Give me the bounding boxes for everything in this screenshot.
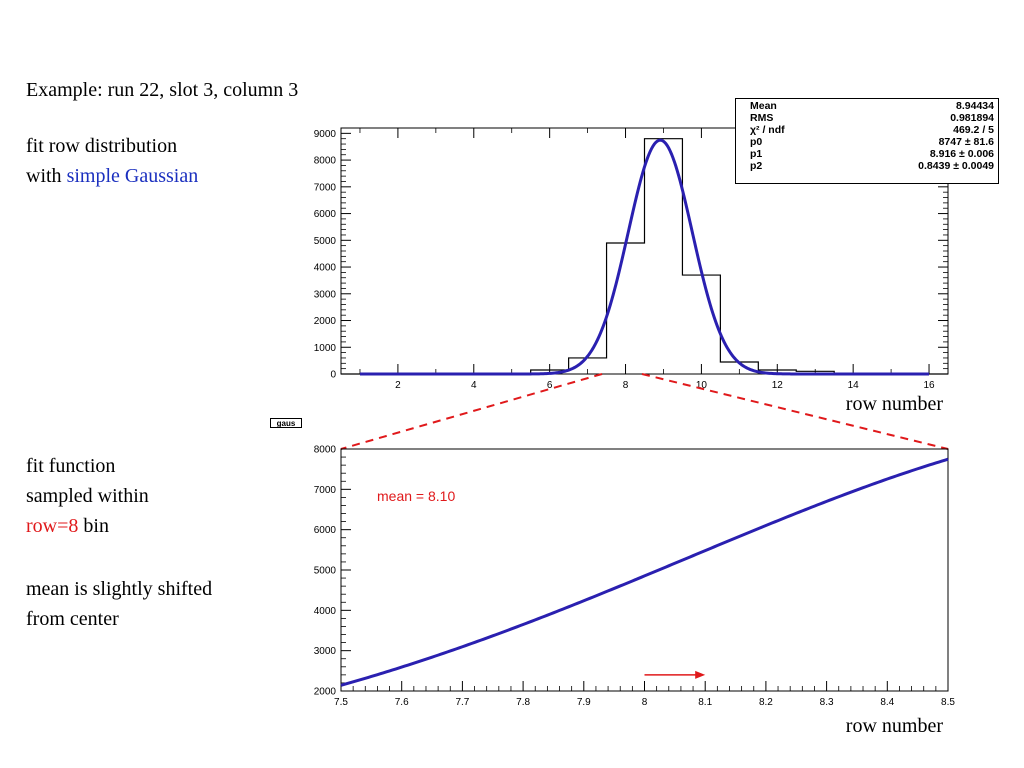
x-tick-label: 8.4 xyxy=(880,697,894,708)
x-tick-label: 8.1 xyxy=(698,697,712,708)
y-tick-label: 8000 xyxy=(314,156,337,167)
slide-heading: Example: run 22, slot 3, column 3 xyxy=(26,79,299,101)
stats-label: RMS xyxy=(750,112,774,124)
stats-value: 469.2 / 5 xyxy=(953,124,994,136)
fit-line-2: with simple Gaussian xyxy=(26,161,198,191)
histogram-x-axis: 2 4 6 8 10 12 14 16 xyxy=(359,128,935,391)
mean-line-1: mean is slightly shifted xyxy=(26,578,213,600)
sample-line-3: row=8 bin xyxy=(26,511,149,541)
x-tick-label: 7.6 xyxy=(395,697,409,708)
zoom-fit-curve xyxy=(340,457,949,687)
stats-label: p0 xyxy=(750,136,763,148)
y-tick-label: 9000 xyxy=(314,129,337,140)
stats-row: p1 8.916 ± 0.006 xyxy=(750,148,994,160)
x-tick-label: 8.5 xyxy=(941,697,955,708)
zoom-x-axis: 7.5 7.6 7.7 7.8 7.9 8 8.1 8.2 8.3 8.4 8.5 xyxy=(334,681,955,708)
stats-row: p0 8747 ± 81.6 xyxy=(750,136,994,148)
stats-label: p2 xyxy=(750,160,763,172)
gaussian-fit-curve xyxy=(359,138,930,376)
x-tick-label: 8.3 xyxy=(820,697,834,708)
y-tick-label: 3000 xyxy=(314,646,337,657)
y-tick-label: 4000 xyxy=(314,263,337,274)
row-8-label: row=8 xyxy=(26,515,79,537)
sample-line-1: fit function xyxy=(26,455,116,477)
x-tick-label: 16 xyxy=(923,380,935,391)
zoom-y-axis: 2000 3000 4000 5000 6000 7000 8000 xyxy=(314,445,351,698)
x-tick-label: 8.2 xyxy=(759,697,773,708)
shift-arrow-head xyxy=(695,670,706,679)
histogram-y-axis: 0 1000 2000 3000 4000 5000 6000 7000 8000 9000 xyxy=(314,129,948,381)
x-tick-label: 7.5 xyxy=(334,697,348,708)
y-tick-label: 3000 xyxy=(314,289,337,300)
x-tick-label: 2 xyxy=(395,380,401,391)
mean-description: mean is slightly shifted from center xyxy=(26,574,212,634)
x-tick-label: 8 xyxy=(623,380,629,391)
stats-value: 8.916 ± 0.006 xyxy=(929,148,994,160)
y-tick-label: 5000 xyxy=(314,236,337,247)
sample-line-2: sampled within xyxy=(26,485,149,507)
stats-label: χ² / ndf xyxy=(750,124,785,136)
x-tick-label: 7.8 xyxy=(516,697,530,708)
stats-label: Mean xyxy=(750,100,777,112)
y-tick-label: 7000 xyxy=(314,182,337,193)
stats-row: Mean 8.94434 xyxy=(750,100,994,112)
y-tick-label: 4000 xyxy=(314,606,337,617)
x-tick-label: 7.9 xyxy=(577,697,591,708)
stats-row: p2 0.8439 ± 0.0049 xyxy=(750,160,994,172)
stats-value: 0.8439 ± 0.0049 xyxy=(918,160,994,172)
stats-row: χ² / ndf 469.2 / 5 xyxy=(750,124,994,136)
fit-line-2-prefix: with xyxy=(26,165,67,187)
x-tick-label: 7.7 xyxy=(455,697,469,708)
y-tick-label: 6000 xyxy=(314,525,337,536)
fit-description: fit row distribution with simple Gaussia… xyxy=(26,131,198,191)
y-tick-label: 5000 xyxy=(314,566,337,577)
mean-line-2: from center xyxy=(26,608,119,630)
x-tick-label: 10 xyxy=(696,380,708,391)
stats-value: 8.94434 xyxy=(956,100,994,112)
x-tick-label: 4 xyxy=(471,380,477,391)
stats-label: p1 xyxy=(750,148,763,160)
y-tick-label: 2000 xyxy=(314,316,337,327)
y-tick-label: 7000 xyxy=(314,485,337,496)
histogram-x-title: row number xyxy=(846,393,944,415)
simple-gaussian-label: simple Gaussian xyxy=(66,165,199,187)
stats-row: RMS 0.981894 xyxy=(750,112,994,124)
zoom-x-title: row number xyxy=(846,715,944,737)
sample-description: fit function sampled within row=8 bin xyxy=(26,451,149,541)
y-tick-label: 2000 xyxy=(314,687,337,698)
x-tick-label: 14 xyxy=(848,380,860,391)
stats-value: 0.981894 xyxy=(950,112,994,124)
x-tick-label: 12 xyxy=(772,380,784,391)
mean-annotation: mean = 8.10 xyxy=(377,488,455,504)
sample-line-3-suffix: bin xyxy=(78,515,109,537)
y-tick-label: 6000 xyxy=(314,209,337,220)
y-tick-label: 0 xyxy=(330,370,336,381)
x-tick-label: 6 xyxy=(547,380,553,391)
y-tick-label: 1000 xyxy=(314,343,337,354)
x-tick-label: 8 xyxy=(642,697,648,708)
zoom-line-right xyxy=(641,373,949,450)
zoom-frame xyxy=(340,448,949,692)
fit-line-1: fit row distribution xyxy=(26,135,178,157)
stats-value: 8747 ± 81.6 xyxy=(938,136,994,148)
y-tick-label: 8000 xyxy=(314,445,337,456)
gaus-function-tag: gaus xyxy=(270,418,302,428)
zoom-line-left xyxy=(340,373,603,450)
